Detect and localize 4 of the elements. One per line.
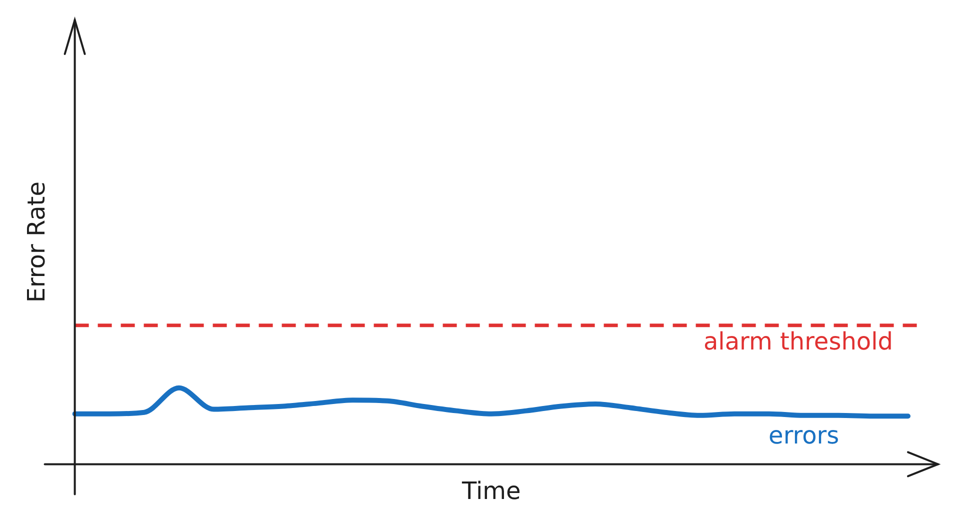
ref-line-label: alarm threshold xyxy=(703,328,893,356)
x-axis-title: Time xyxy=(461,476,521,505)
y-axis-title: Error Rate xyxy=(22,182,51,303)
series-label: errors xyxy=(768,422,840,450)
